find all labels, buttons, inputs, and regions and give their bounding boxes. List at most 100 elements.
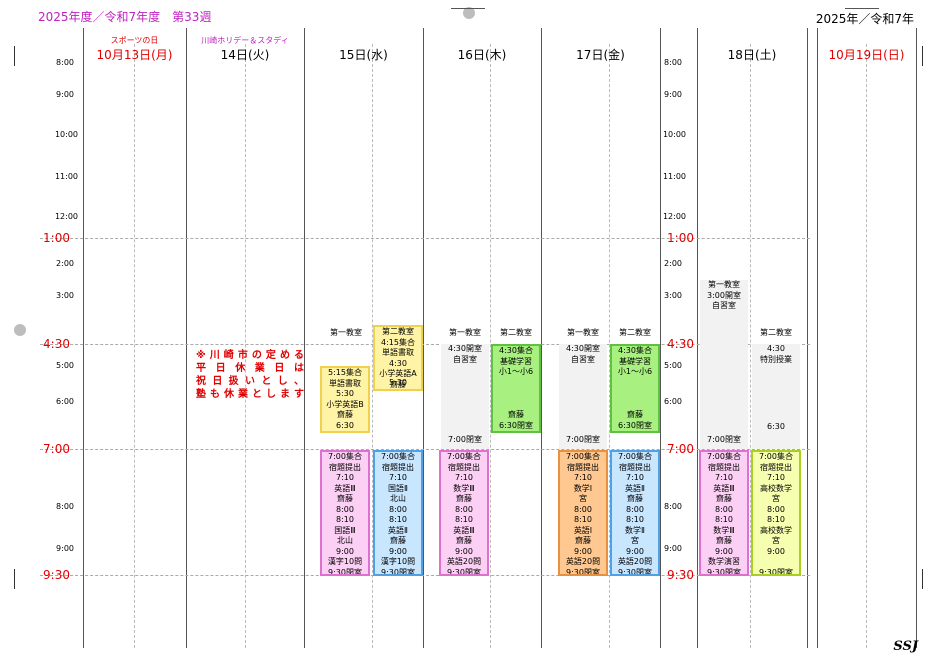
room-title: 第一教室 (330, 328, 362, 337)
self-study-block: 第一教室 3:00開室 自習室 (700, 280, 748, 449)
basic-study-close: 6:30閉室 (499, 421, 533, 430)
column-divider (83, 28, 84, 648)
class-block-early: 5:15集合 単語書取 5:30 小学英語B 齋藤 6:30 (320, 366, 370, 433)
basic-study-block: 4:30集合 基礎学習 小1～小6 (491, 344, 541, 433)
class-block-night: 7:00集合 宿題提出 7:10 国語Ⅱ 北山 8:00 8:10 英語Ⅱ 齋藤 9:00 漢字10… (373, 450, 423, 576)
time-label: 8:00 (664, 58, 682, 67)
time-line-1300 (40, 238, 810, 239)
time-label: 9:00 (56, 90, 74, 99)
class-block-night: 7:00集合 宿題提出 7:10 英語Ⅱ 齋藤 8:00 8:10 数学Ⅱ 宮 9:00 英語20問… (610, 450, 660, 576)
room-title: 第二教室 (500, 328, 532, 337)
column-divider (807, 28, 808, 648)
basic-study-teacher: 齋藤 (508, 410, 524, 419)
edge-mark (922, 46, 923, 66)
spine-line-right (845, 8, 879, 9)
time-label-major: 1:00 (43, 231, 70, 245)
subcolumn-divider (750, 44, 751, 648)
time-label: 6:00 (664, 397, 682, 406)
punch-hole-left (14, 324, 26, 336)
time-label: 9:00 (664, 544, 682, 553)
time-label-major: 9:30 (667, 568, 694, 582)
column-divider (817, 28, 818, 648)
time-label-major: 4:30 (43, 337, 70, 351)
time-label: 8:00 (56, 502, 74, 511)
column-divider (916, 28, 917, 648)
class-block-night: 7:00集合 宿題提出 7:10 数学Ⅰ 宮 8:00 8:10 英語Ⅰ 齋藤 9:00 英語20問… (558, 450, 608, 576)
time-label: 11:00 (662, 172, 686, 181)
time-label: 12:00 (54, 212, 78, 221)
self-study-block: 4:30開室 自習室 (441, 344, 489, 449)
time-line-1630 (40, 344, 810, 345)
class-block-early: 第二教室 4:15集合 単語書取 4:30 小学英語A 齋藤 (373, 325, 423, 391)
time-label-major: 4:30 (667, 337, 694, 351)
time-label: 8:00 (664, 502, 682, 511)
edge-mark (922, 569, 923, 589)
subcolumn-divider (490, 44, 491, 648)
time-label: 6:00 (56, 397, 74, 406)
time-label: 2:00 (56, 259, 74, 268)
column-divider (541, 28, 542, 648)
time-label-major: 9:30 (43, 568, 70, 582)
time-line-2130 (40, 575, 810, 576)
basic-study-block: 4:30集合 基礎学習 小1～小6 (610, 344, 660, 433)
room-title: 第一教室 (567, 328, 599, 337)
day-header-sat: 18日(土) (727, 48, 777, 62)
day-header-sun: 10月19日(日) (828, 48, 905, 62)
subcolumn-divider (134, 44, 135, 648)
close-time: 7:00閉室 (448, 435, 482, 444)
class-block-night: 7:00集合 宿題提出 7:10 英語Ⅲ 齋藤 8:00 8:10 数学Ⅲ 齋藤 9:00 数学演習… (699, 450, 749, 576)
subcolumn-divider (245, 44, 246, 648)
punch-hole-top (463, 7, 475, 19)
day-header-thu: 16日(木) (457, 48, 507, 62)
edge-mark (14, 46, 15, 66)
self-study-block: 4:30開室 自習室 (559, 344, 607, 449)
time-label: 10:00 (54, 130, 78, 139)
column-divider (660, 28, 661, 648)
day-header-fri: 17日(金) (576, 48, 625, 62)
holiday-notice-line: 塾も休業とします (196, 389, 304, 400)
holiday-notice-line: 平日休業日は (196, 363, 304, 374)
class-block-night: 7:00集合 宿題提出 7:10 数学Ⅲ 齋藤 8:00 8:10 英語Ⅲ 齋藤 9:00 英語20… (439, 450, 489, 576)
time-label: 10:00 (662, 130, 686, 139)
room-title: 第二教室 (619, 328, 651, 337)
basic-study-teacher: 齋藤 (627, 410, 643, 419)
holiday-name-mon: スポーツの日 (110, 36, 159, 45)
time-label: 9:00 (56, 544, 74, 553)
class-end: 5:30 (389, 378, 407, 387)
special-class-block: 4:30 特別授業 (752, 344, 800, 449)
time-label: 8:00 (56, 58, 74, 67)
subcolumn-divider (866, 44, 867, 648)
holiday-notice-line: ※川崎市の定める (196, 350, 304, 361)
time-label-major: 7:00 (43, 442, 70, 456)
column-divider (423, 28, 424, 648)
column-divider (304, 28, 305, 648)
edge-mark (14, 569, 15, 589)
time-label: 3:00 (56, 291, 74, 300)
time-label: 11:00 (54, 172, 78, 181)
time-label: 5:00 (664, 361, 682, 370)
time-label-major: 7:00 (667, 442, 694, 456)
special-class-end: 6:30 (767, 422, 785, 431)
column-divider (697, 28, 698, 648)
holiday-notice-line: 祝日扱いとし、 (196, 376, 304, 387)
time-label: 2:00 (664, 259, 682, 268)
close-time: 7:00閉室 (566, 435, 600, 444)
time-label-major: 1:00 (667, 231, 694, 245)
holiday-notice: ※川崎市の定める 平日休業日は 祝日扱いとし、 塾も休業とします (196, 349, 304, 401)
subcolumn-divider (372, 44, 373, 648)
class-block-night: 7:00集合 宿題提出 7:10 英語Ⅲ 齋藤 8:00 8:10 国語Ⅲ 北山 9:00 漢字10… (320, 450, 370, 576)
day-header-wed: 15日(水) (339, 48, 388, 62)
subcolumn-divider (609, 44, 610, 648)
room-title: 第二教室 (760, 328, 792, 337)
time-label: 9:00 (664, 90, 682, 99)
time-line-1900 (40, 449, 810, 450)
event-name-tue: 川崎ホリデー＆スタディ (201, 36, 289, 45)
class-block-night: 7:00集合 宿題提出 7:10 高校数学宮 8:00 8:10 高校数学宮 9:00 9:30… (751, 450, 801, 576)
day-header-mon: 10月13日(月) (96, 48, 173, 62)
time-label: 5:00 (56, 361, 74, 370)
time-label: 3:00 (664, 291, 682, 300)
close-time: 7:00閉室 (707, 435, 741, 444)
spine-line (451, 8, 485, 9)
basic-study-close: 6:30閉室 (618, 421, 652, 430)
day-header-tue: 14日(火) (220, 48, 270, 62)
